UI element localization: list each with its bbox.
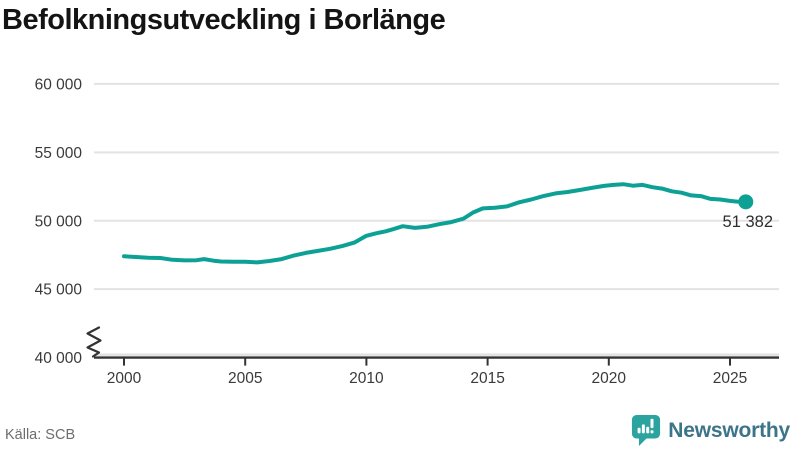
axis-break-icon <box>86 326 102 358</box>
x-axis-tick-label: 2015 <box>470 370 504 387</box>
x-axis-tick-label: 2010 <box>349 370 384 387</box>
latest-value-marker <box>738 194 754 210</box>
population-line-series <box>122 182 748 265</box>
newsworthy-wordmark: Newsworthy <box>668 418 790 442</box>
x-axis-tick-label: 2005 <box>228 370 262 387</box>
y-axis-tick-label: 50 000 <box>35 213 83 230</box>
chart-title: Befolkningsutveckling i Borlänge <box>2 4 446 36</box>
newsworthy-logo[interactable]: Newsworthy <box>631 414 790 447</box>
source-label: Källa: SCB <box>5 427 76 443</box>
newsworthy-bubble-chart-icon <box>632 415 661 446</box>
y-axis-tick-label: 55 000 <box>35 145 83 162</box>
x-axis-tick-label: 2025 <box>713 370 747 387</box>
y-axis-tick-label: 40 000 <box>35 350 83 367</box>
x-axis-tick-label: 2020 <box>592 370 627 387</box>
latest-value-label: 51 382 <box>723 213 773 231</box>
x-axis-tick-label: 2000 <box>107 370 142 387</box>
y-axis-tick-label: 45 000 <box>35 282 83 299</box>
y-axis-tick-label: 60 000 <box>35 76 83 93</box>
